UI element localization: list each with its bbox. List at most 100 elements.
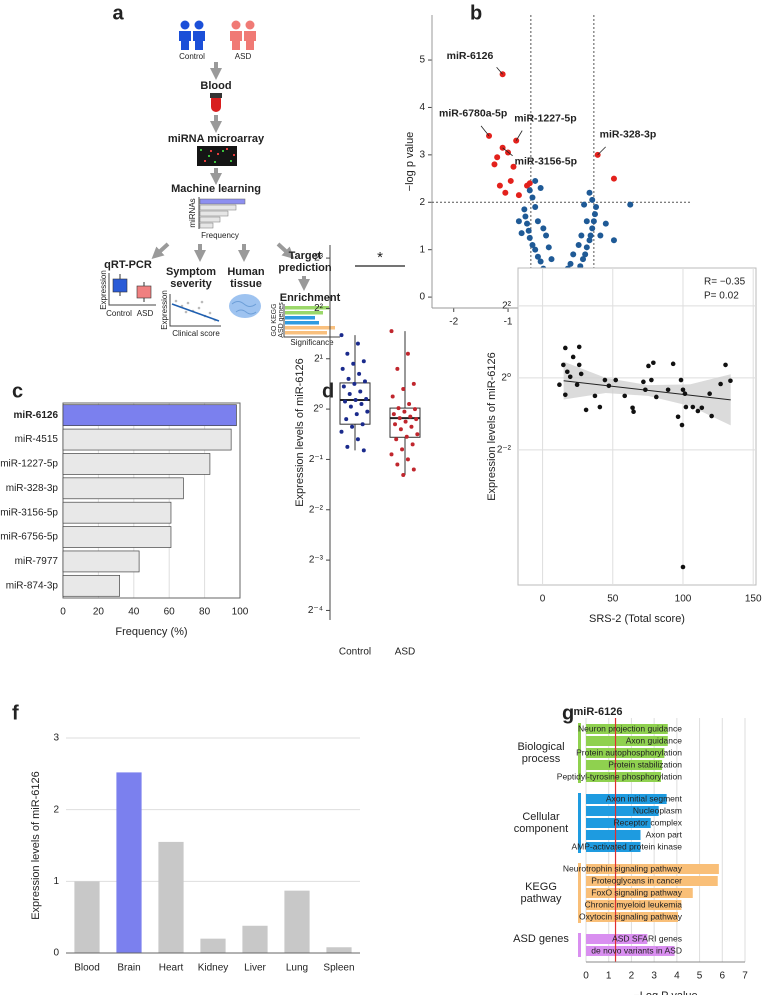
panel-label: g — [562, 702, 574, 724]
point-label: miR-6126 — [447, 50, 494, 62]
data-point — [496, 182, 503, 189]
data-point — [540, 225, 547, 232]
data-point — [400, 447, 405, 452]
data-point — [365, 409, 370, 414]
data-point — [592, 393, 598, 399]
x-tick-label: 100 — [232, 607, 249, 618]
data-point — [564, 369, 570, 375]
qpcr-chart — [108, 273, 156, 306]
y-axis-title: Expression levels of miR-6126 — [30, 771, 42, 920]
category-label: Axon initial segment — [606, 793, 683, 803]
data-point — [345, 351, 350, 356]
data-point — [707, 391, 712, 397]
category-label: Protein autophosphorylation — [576, 747, 682, 757]
data-point — [583, 244, 590, 251]
data-point — [709, 413, 714, 419]
data-point — [532, 177, 539, 184]
x-tick-label: -2 — [449, 317, 458, 328]
brain-icon — [229, 294, 261, 318]
data-point — [340, 366, 345, 371]
bar — [586, 876, 718, 886]
y-tick-label: 2⁻¹ — [309, 454, 324, 465]
data-point — [344, 417, 349, 422]
bar — [586, 760, 663, 770]
data-point — [360, 422, 365, 427]
data-point — [415, 432, 420, 437]
data-point — [602, 377, 608, 383]
category-label: miR-6126 — [14, 410, 59, 421]
bar — [62, 428, 232, 451]
x-tick-label: 40 — [128, 607, 140, 618]
bar — [326, 947, 352, 953]
data-point — [665, 387, 671, 393]
data-point — [683, 404, 689, 410]
y-tick-label: 2⁰ — [313, 404, 323, 415]
category-label: Neuron projection guidance — [578, 723, 682, 733]
data-point — [359, 402, 364, 407]
data-point — [680, 564, 686, 570]
category-label: ASD SFARI genes — [612, 933, 682, 943]
data-point — [630, 405, 635, 411]
category-label: miR-4515 — [15, 434, 59, 445]
panel-label: a — [112, 2, 124, 24]
data-point — [393, 422, 398, 427]
data-point — [670, 361, 676, 367]
data-point — [389, 329, 394, 334]
group-marker — [578, 933, 581, 957]
data-point — [346, 376, 351, 381]
blood-tube — [210, 93, 222, 112]
point-label: miR-328-3p — [600, 129, 657, 141]
data-point — [403, 419, 408, 424]
group-label: KEGG pathway — [520, 881, 562, 905]
data-point — [401, 473, 406, 478]
bar — [586, 842, 641, 852]
y-tick-label: 4 — [419, 102, 425, 113]
data-point — [610, 175, 617, 182]
bar — [586, 818, 651, 828]
x-tick-label: ASD — [395, 647, 416, 658]
data-point — [570, 251, 577, 258]
bar — [586, 748, 665, 758]
bar — [62, 526, 172, 548]
data-point — [398, 427, 403, 432]
cohort-label: Control — [179, 52, 205, 61]
category-label: miR-328-3p — [6, 483, 59, 494]
data-point — [414, 417, 419, 422]
y-axis-title: Expression levels of miR-6126 — [486, 352, 498, 501]
data-point — [557, 382, 562, 388]
axis-label: GO KEGG — [271, 303, 278, 336]
data-point — [575, 241, 582, 248]
x-tick-label: 0 — [60, 607, 66, 618]
x-tick-label: Kidney — [198, 963, 229, 974]
group-label: Cellular component — [513, 811, 569, 835]
data-point — [631, 409, 636, 415]
x-tick-label: 0 — [540, 594, 546, 605]
bar — [586, 830, 641, 840]
step-label: Blood — [200, 80, 231, 92]
y-tick-label: 2⁻² — [497, 445, 512, 456]
bar — [586, 864, 719, 874]
bar — [284, 890, 310, 953]
x-tick-label: 3 — [651, 971, 657, 982]
category-label: AMP-activated protein kinase — [571, 841, 682, 851]
data-point — [515, 218, 522, 225]
data-point — [407, 402, 412, 407]
data-point — [532, 246, 539, 253]
microarray-image — [197, 146, 237, 166]
data-point — [404, 434, 409, 439]
enrichment-chart — [283, 304, 340, 338]
x-tick-label: -1 — [504, 317, 513, 328]
data-point — [654, 394, 659, 400]
panel-label: c — [12, 380, 23, 402]
severity-chart — [169, 294, 221, 327]
chart-title: miR-6126 — [574, 706, 623, 718]
category-label: de novo variants in ASD — [591, 945, 682, 955]
plot-frame — [62, 402, 241, 599]
axis-label: ASD genes — [278, 302, 285, 338]
axis-label: Clinical score — [172, 329, 220, 338]
data-point — [397, 416, 402, 421]
data-point — [525, 227, 532, 234]
leader-line — [515, 130, 523, 141]
y-tick-label: 2⁰ — [501, 373, 511, 384]
box — [339, 382, 371, 425]
